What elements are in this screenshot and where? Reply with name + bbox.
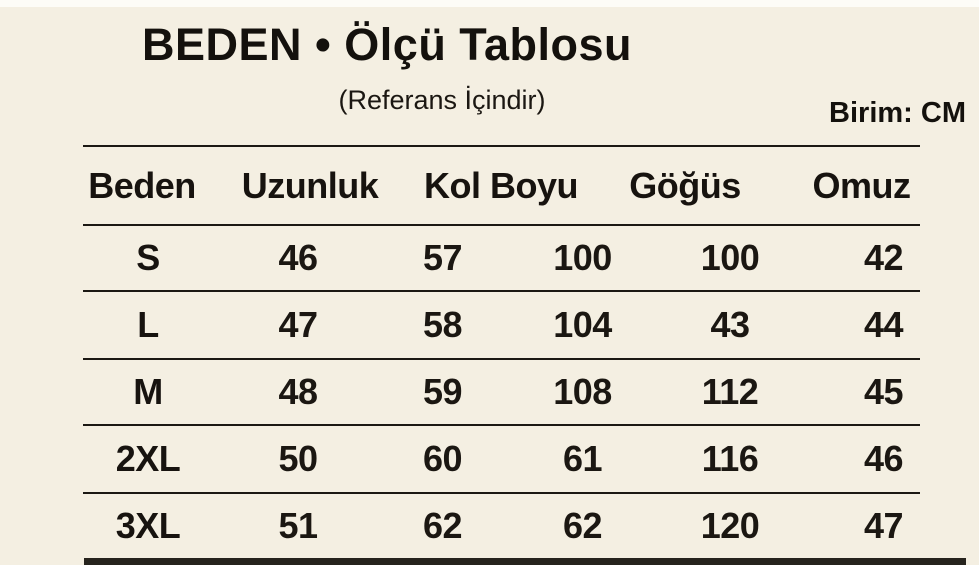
value-cell: 116 [701,438,759,479]
column-header-kol-boyu: Kol Boyu [424,164,579,206]
column-header-uzunluk: Uzunluk [241,164,379,206]
value-cell: 60 [422,438,463,479]
size-cell: 2XL [115,438,181,479]
table-row-l: L 47 58 104 43 44 [83,292,920,360]
value-cell: 57 [422,237,463,278]
value-cell: 50 [278,438,318,479]
value-cell: 43 [710,304,750,345]
size-cell: L [137,304,159,345]
unit-label: Birim: CM [829,97,966,129]
table-row-2xl: 2XL 50 60 61 116 46 [83,426,920,494]
top-strip [0,0,979,7]
size-cell: M [133,371,163,412]
table-row-3xl: 3XL 51 62 62 120 47 [83,494,920,558]
page-subtitle: (Referans İçindir) [338,85,546,115]
value-cell: 62 [562,505,603,546]
value-cell: 100 [700,237,760,278]
value-cell: 120 [700,505,760,546]
value-cell: 100 [553,237,612,278]
value-cell: 108 [553,371,612,412]
size-table: Beden Uzunluk Kol Boyu Göğüs Omuz S 46 5… [83,145,920,558]
value-cell: 59 [422,371,463,412]
value-cell: 104 [553,304,612,345]
value-cell: 46 [278,237,318,278]
value-cell: 45 [863,371,904,412]
column-header-gogus: Göğüs [629,164,741,206]
value-cell: 112 [701,371,759,412]
value-cell: 47 [863,505,904,546]
value-cell: 48 [278,371,318,412]
column-header-omuz: Omuz [812,164,911,206]
value-cell: 44 [863,304,904,345]
size-cell: S [136,237,160,278]
value-cell: 46 [863,438,904,479]
value-cell: 62 [422,505,463,546]
size-cell: 3XL [115,505,181,546]
value-cell: 61 [562,438,603,479]
page-title: BEDEN • Ölçü Tablosu [142,19,632,70]
bottom-bar [84,558,966,565]
table-row-s: S 46 57 100 100 42 [83,226,920,292]
value-cell: 42 [863,237,904,278]
table-row-m: M 48 59 108 112 45 [83,360,920,426]
column-header-beden: Beden [88,164,196,206]
value-cell: 47 [278,304,318,345]
value-cell: 51 [278,505,318,546]
value-cell: 58 [422,304,463,345]
table-header-row: Beden Uzunluk Kol Boyu Göğüs Omuz [83,145,920,226]
